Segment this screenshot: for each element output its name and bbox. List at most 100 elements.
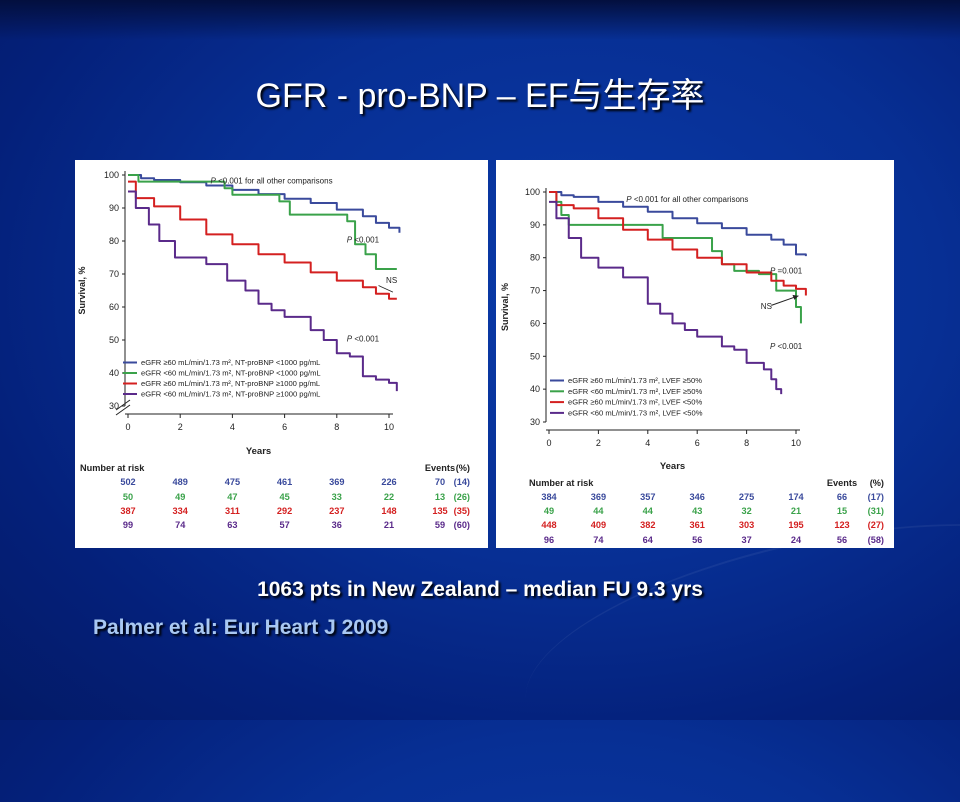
annotation-1: P <0.001 for all other comparisons bbox=[626, 195, 748, 204]
risk-cell: 237 bbox=[329, 506, 344, 516]
x-tick-label: 4 bbox=[645, 438, 650, 448]
risk-cell: 346 bbox=[690, 492, 705, 502]
risk-cell: 292 bbox=[277, 506, 292, 516]
events-cell: 66 bbox=[837, 492, 847, 502]
y-tick-label: 40 bbox=[109, 368, 119, 378]
risk-table-header: Number at risk bbox=[80, 463, 145, 473]
events-cell: 59 bbox=[435, 520, 445, 530]
pct-cell: (17) bbox=[868, 492, 884, 502]
pct-cell: (35) bbox=[454, 506, 470, 516]
risk-cell: 57 bbox=[279, 520, 289, 530]
ns-pointer bbox=[378, 285, 394, 293]
risk-cell: 448 bbox=[541, 520, 556, 530]
risk-cell: 49 bbox=[544, 506, 554, 516]
pct-cell: (58) bbox=[868, 535, 884, 545]
y-tick-label: 60 bbox=[109, 302, 119, 312]
risk-table-header: Number at risk bbox=[529, 478, 594, 488]
events-cell: 56 bbox=[837, 535, 847, 545]
legend-entry-1: eGFR ≥60 mL/min/1.73 m², NT-proBNP <1000… bbox=[141, 358, 320, 367]
risk-cell: 50 bbox=[123, 492, 133, 502]
risk-cell: 369 bbox=[329, 477, 344, 487]
risk-cell: 461 bbox=[277, 477, 292, 487]
x-tick-label: 6 bbox=[282, 422, 287, 432]
axis-break-mark bbox=[115, 399, 131, 411]
events-cell: 70 bbox=[435, 477, 445, 487]
risk-cell: 409 bbox=[591, 520, 606, 530]
x-tick-label: 8 bbox=[744, 438, 749, 448]
legend-entry-3: eGFR ≥60 mL/min/1.73 m², NT-proBNP ≥1000… bbox=[141, 379, 320, 388]
risk-cell: 33 bbox=[332, 492, 342, 502]
pct-cell: (14) bbox=[454, 477, 470, 487]
series-line-2 bbox=[549, 191, 802, 324]
x-tick-label: 2 bbox=[596, 438, 601, 448]
risk-cell: 74 bbox=[593, 535, 604, 545]
risk-cell: 37 bbox=[741, 535, 751, 545]
risk-cell: 382 bbox=[640, 520, 655, 530]
x-tick-label: 8 bbox=[334, 422, 339, 432]
x-tick-label: 6 bbox=[695, 438, 700, 448]
series-line-2 bbox=[128, 174, 397, 271]
y-tick-label: 40 bbox=[530, 384, 540, 394]
y-tick-label: 70 bbox=[109, 269, 119, 279]
x-axis-label: Years bbox=[246, 446, 271, 457]
events-header: Events bbox=[827, 478, 857, 488]
x-tick-label: 2 bbox=[178, 422, 183, 432]
pct-cell: (60) bbox=[454, 520, 470, 530]
annotation-3: NS bbox=[761, 302, 772, 311]
risk-cell: 45 bbox=[279, 492, 289, 502]
y-tick-label: 100 bbox=[104, 170, 119, 180]
y-axis-label: Survival, % bbox=[500, 283, 510, 331]
y-axis-label: Survival, % bbox=[77, 266, 87, 314]
risk-cell: 32 bbox=[741, 506, 751, 516]
risk-cell: 36 bbox=[332, 520, 342, 530]
events-cell: 15 bbox=[837, 506, 847, 516]
risk-cell: 43 bbox=[692, 506, 702, 516]
x-tick-label: 10 bbox=[791, 438, 801, 448]
y-tick-label: 60 bbox=[530, 318, 540, 328]
pct-cell: (27) bbox=[868, 520, 884, 530]
ns-arrowhead bbox=[792, 294, 799, 300]
risk-cell: 475 bbox=[225, 477, 240, 487]
annotation-3: NS bbox=[386, 276, 397, 285]
x-tick-label: 0 bbox=[125, 422, 130, 432]
risk-cell: 49 bbox=[175, 492, 185, 502]
risk-cell: 275 bbox=[739, 492, 754, 502]
x-tick-label: 4 bbox=[230, 422, 235, 432]
events-cell: 13 bbox=[435, 492, 445, 502]
risk-cell: 361 bbox=[690, 520, 705, 530]
y-tick-label: 80 bbox=[530, 253, 540, 263]
y-tick-label: 90 bbox=[109, 203, 119, 213]
risk-cell: 489 bbox=[173, 477, 188, 487]
x-axis-label: Years bbox=[660, 461, 685, 472]
pct-cell: (26) bbox=[454, 492, 470, 502]
risk-cell: 148 bbox=[381, 506, 396, 516]
risk-cell: 387 bbox=[120, 506, 135, 516]
y-tick-label: 30 bbox=[530, 417, 540, 427]
risk-cell: 44 bbox=[643, 506, 654, 516]
risk-cell: 22 bbox=[384, 492, 394, 502]
legend-entry-2: eGFR <60 mL/min/1.73 m², LVEF ≥50% bbox=[568, 387, 702, 396]
y-tick-label: 80 bbox=[109, 236, 119, 246]
y-tick-label: 100 bbox=[525, 187, 540, 197]
risk-cell: 64 bbox=[643, 535, 654, 545]
risk-cell: 195 bbox=[788, 520, 803, 530]
annotation-1: P <0.001 for all other comparisons bbox=[211, 176, 333, 185]
annotation-4: P <0.001 bbox=[770, 342, 803, 351]
series-line-1 bbox=[549, 191, 807, 257]
series-line-4 bbox=[128, 190, 398, 392]
chart-panel-right: 30 40 50 60 70 80 90 100 0 2 4 6 8 10 Survival, % Years… bbox=[496, 160, 894, 548]
risk-cell: 303 bbox=[739, 520, 754, 530]
legend-entry-4: eGFR <60 mL/min/1.73 m², LVEF <50% bbox=[568, 408, 703, 417]
risk-cell: 96 bbox=[544, 535, 554, 545]
legend-entry-4: eGFR <60 mL/min/1.73 m², NT-proBNP ≥1000… bbox=[141, 390, 320, 399]
pct-cell: (31) bbox=[868, 506, 884, 516]
x-tick-label: 0 bbox=[546, 438, 551, 448]
annotation-4: P <0.001 bbox=[347, 335, 380, 344]
legend-entry-3: eGFR ≥60 mL/min/1.73 m², LVEF <50% bbox=[568, 398, 702, 407]
axis-break-mark bbox=[115, 404, 131, 416]
risk-cell: 334 bbox=[173, 506, 189, 516]
risk-cell: 21 bbox=[384, 520, 394, 530]
risk-cell: 56 bbox=[692, 535, 702, 545]
y-tick-label: 70 bbox=[530, 286, 540, 296]
